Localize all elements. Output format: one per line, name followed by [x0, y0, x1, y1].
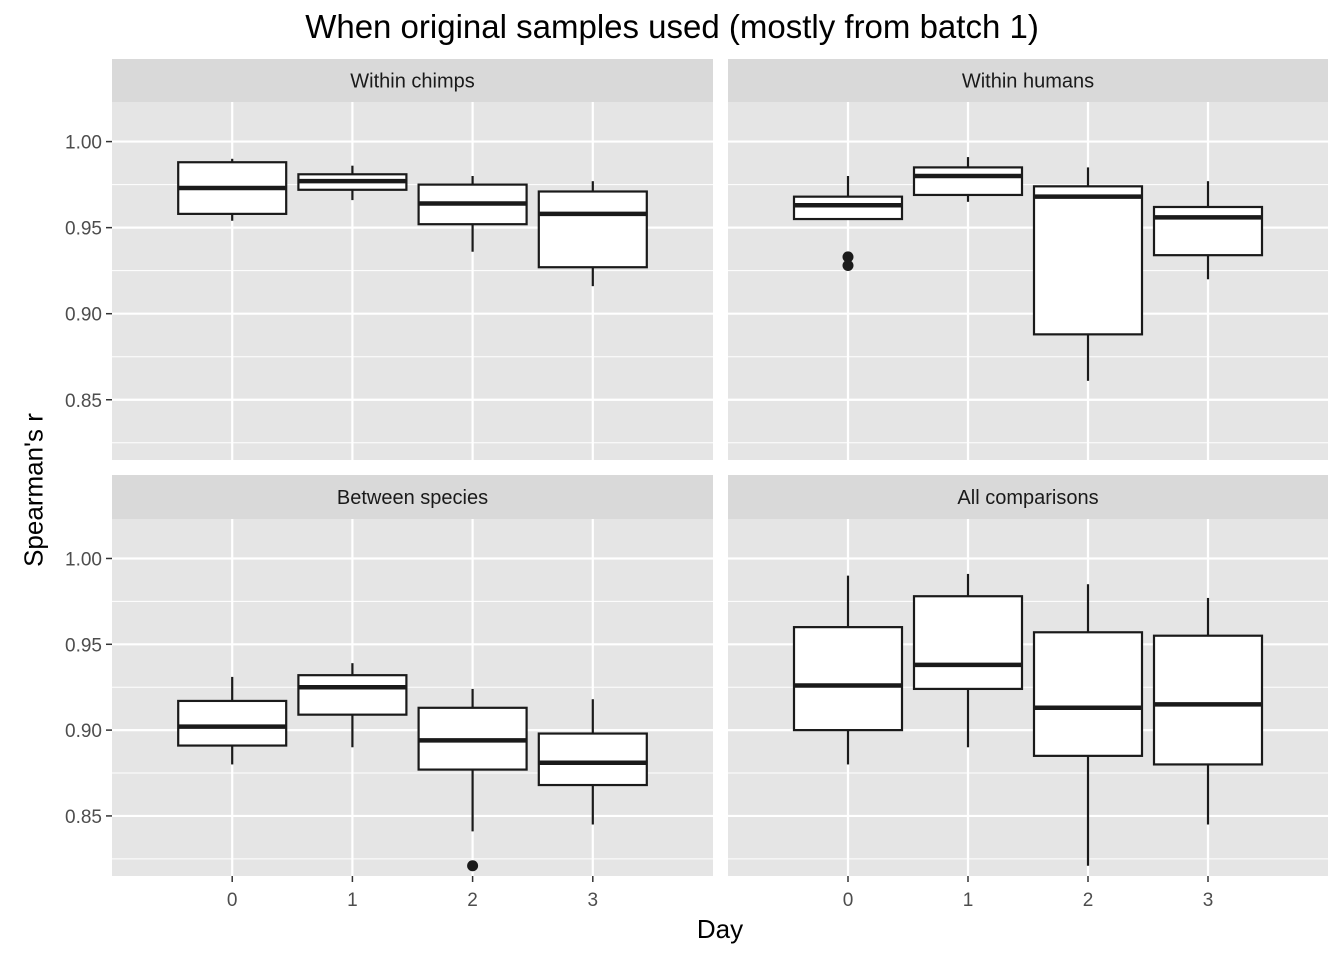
box-all-comparisons-day-0 [792, 575, 904, 765]
y-tick-label: 1.00 [65, 133, 102, 154]
box-within-humans-day-2 [1032, 167, 1144, 381]
box-body [1032, 185, 1144, 336]
box-body [177, 699, 288, 747]
box-within-chimps-day-2 [417, 176, 528, 252]
x-axis-title: Day [696, 914, 744, 944]
outlier-point [467, 860, 479, 872]
box-body [537, 732, 648, 787]
y-tick-label: 0.90 [65, 721, 102, 742]
box-within-chimps-day-1 [297, 165, 408, 201]
x-tick-label: 2 [467, 890, 478, 911]
outlier-point [842, 260, 854, 272]
y-tick-label: 0.85 [65, 391, 102, 412]
box-body [912, 166, 1024, 197]
facet-strip-label: Between species [337, 487, 488, 509]
box-body [1032, 631, 1144, 757]
facet-panel: Within humans [728, 59, 1328, 460]
y-tick-label: 0.90 [65, 305, 102, 326]
facet-strip [728, 475, 1328, 519]
box-within-chimps-day-0 [177, 158, 288, 221]
box-between-species-day-1 [297, 663, 408, 748]
box-within-humans-day-1 [912, 157, 1024, 202]
facet-panel: Between species 0.85 0.90 0.95 1.00 0 1 2 3 [65, 475, 713, 911]
box-within-humans-day-3 [1152, 181, 1264, 280]
panel-background [112, 102, 713, 460]
facet-strip-label: Within chimps [350, 71, 474, 93]
facet-strip-label: All comparisons [957, 487, 1098, 509]
y-tick-label: 0.95 [65, 219, 102, 240]
box-all-comparisons-day-1 [912, 573, 1024, 748]
x-tick-label: 2 [1083, 890, 1094, 911]
y-tick-label: 0.85 [65, 807, 102, 828]
box-within-chimps-day-3 [537, 181, 648, 287]
facet-panel: Within chimps 0.85 0.90 0.95 1.00 [65, 59, 713, 460]
box-body [1152, 634, 1264, 766]
panel-background [728, 102, 1328, 460]
outlier-point [842, 251, 854, 263]
box-body [792, 626, 904, 732]
panel-background [112, 519, 713, 876]
box-between-species-day-0 [177, 676, 288, 765]
facet-strip [112, 475, 713, 519]
box-body [297, 674, 408, 716]
box-within-humans-day-0 [792, 176, 904, 272]
x-tick-label: 3 [1203, 890, 1214, 911]
box-body [537, 190, 648, 269]
facet-strip-label: Within humans [962, 71, 1094, 93]
facet-strip [728, 59, 1328, 102]
chart-title: When original samples used (mostly from … [305, 8, 1039, 45]
facet-panel: All comparisons 0 1 2 3 [728, 475, 1328, 911]
box-between-species-day-2 [417, 688, 528, 872]
x-tick-label: 3 [588, 890, 599, 911]
facet-strip [112, 59, 713, 102]
x-tick-label: 1 [963, 890, 974, 911]
x-tick-label: 0 [843, 890, 854, 911]
box-between-species-day-3 [537, 699, 648, 825]
box-body [1152, 205, 1264, 257]
box-body [912, 595, 1024, 691]
box-body [792, 195, 904, 221]
box-all-comparisons-day-3 [1152, 597, 1264, 825]
y-tick-label: 1.00 [65, 549, 102, 570]
x-tick-label: 1 [347, 890, 358, 911]
y-tick-label: 0.95 [65, 635, 102, 656]
x-tick-label: 0 [227, 890, 238, 911]
box-all-comparisons-day-2 [1032, 584, 1144, 866]
